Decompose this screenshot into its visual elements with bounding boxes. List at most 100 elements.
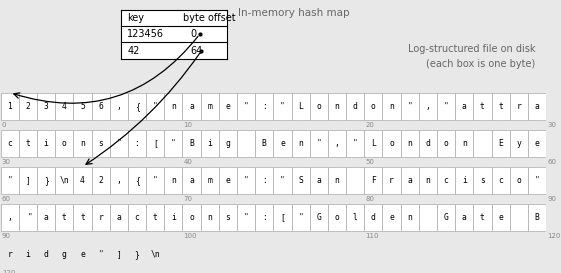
Text: :: : [262,102,266,111]
Text: Log-structured file on disk: Log-structured file on disk [408,44,535,54]
Text: o: o [444,139,448,148]
Text: t: t [153,213,158,222]
Text: ": " [243,213,249,222]
FancyBboxPatch shape [237,204,255,231]
Text: ": " [153,176,158,185]
FancyBboxPatch shape [91,130,110,157]
FancyBboxPatch shape [401,93,419,120]
FancyBboxPatch shape [310,130,328,157]
FancyBboxPatch shape [91,167,110,194]
FancyBboxPatch shape [91,204,110,231]
Text: In-memory hash map: In-memory hash map [238,8,350,18]
FancyBboxPatch shape [310,167,328,194]
FancyBboxPatch shape [110,93,128,120]
FancyBboxPatch shape [292,93,310,120]
FancyBboxPatch shape [328,93,346,120]
FancyBboxPatch shape [419,167,437,194]
Text: 6: 6 [98,102,103,111]
FancyBboxPatch shape [164,167,182,194]
FancyBboxPatch shape [91,241,110,268]
FancyBboxPatch shape [1,167,19,194]
FancyBboxPatch shape [37,241,55,268]
FancyBboxPatch shape [473,204,491,231]
Text: t: t [62,213,67,222]
FancyBboxPatch shape [328,130,346,157]
Text: :: : [135,139,140,148]
Text: ": " [407,102,412,111]
Text: ,: , [334,139,339,148]
FancyBboxPatch shape [146,93,164,120]
Text: n: n [425,176,430,185]
Text: o: o [371,102,376,111]
Text: a: a [535,102,540,111]
FancyBboxPatch shape [419,204,437,231]
Text: m: m [208,176,212,185]
FancyBboxPatch shape [219,93,237,120]
FancyBboxPatch shape [528,93,546,120]
Text: 3: 3 [44,102,49,111]
Text: }: } [135,250,140,259]
FancyBboxPatch shape [528,130,546,157]
Text: 2: 2 [25,102,30,111]
Text: 4: 4 [62,102,67,111]
FancyBboxPatch shape [491,130,510,157]
FancyBboxPatch shape [437,93,455,120]
FancyBboxPatch shape [182,167,201,194]
Text: ": " [243,176,249,185]
FancyBboxPatch shape [237,93,255,120]
FancyBboxPatch shape [346,204,364,231]
FancyBboxPatch shape [255,204,273,231]
FancyBboxPatch shape [146,167,164,194]
Text: ": " [298,213,303,222]
Text: ]: ] [117,250,121,259]
Text: e: e [280,139,285,148]
Text: 30: 30 [547,122,556,128]
FancyBboxPatch shape [73,93,91,120]
Text: e: e [226,102,231,111]
FancyBboxPatch shape [473,93,491,120]
FancyBboxPatch shape [473,130,491,157]
Text: {: { [135,176,140,185]
FancyBboxPatch shape [383,204,401,231]
Text: L: L [298,102,303,111]
Text: n: n [208,213,212,222]
FancyBboxPatch shape [19,167,37,194]
FancyBboxPatch shape [146,204,164,231]
Text: o: o [62,139,67,148]
FancyBboxPatch shape [455,93,473,120]
FancyBboxPatch shape [383,93,401,120]
Text: 30: 30 [2,159,11,165]
FancyBboxPatch shape [219,167,237,194]
Text: n: n [389,102,394,111]
FancyBboxPatch shape [182,204,201,231]
Text: r: r [98,213,103,222]
FancyBboxPatch shape [510,130,528,157]
FancyBboxPatch shape [364,130,383,157]
FancyBboxPatch shape [491,204,510,231]
Text: ": " [153,102,158,111]
Text: n: n [462,139,467,148]
Text: m: m [208,102,212,111]
FancyBboxPatch shape [146,130,164,157]
Text: e: e [535,139,540,148]
FancyBboxPatch shape [146,241,164,268]
Text: e: e [226,176,231,185]
FancyBboxPatch shape [164,93,182,120]
Text: L: L [371,139,376,148]
FancyBboxPatch shape [491,167,510,194]
FancyBboxPatch shape [55,167,73,194]
FancyBboxPatch shape [510,167,528,194]
FancyBboxPatch shape [164,130,182,157]
Text: n: n [407,139,412,148]
FancyBboxPatch shape [37,167,55,194]
Text: s: s [226,213,231,222]
Text: 80: 80 [365,196,374,202]
Text: ": " [444,102,448,111]
FancyBboxPatch shape [201,167,219,194]
Text: t: t [80,213,85,222]
Text: o: o [516,176,521,185]
Text: ,: , [117,176,121,185]
FancyBboxPatch shape [128,204,146,231]
Text: d: d [425,139,430,148]
Text: t: t [25,139,30,148]
